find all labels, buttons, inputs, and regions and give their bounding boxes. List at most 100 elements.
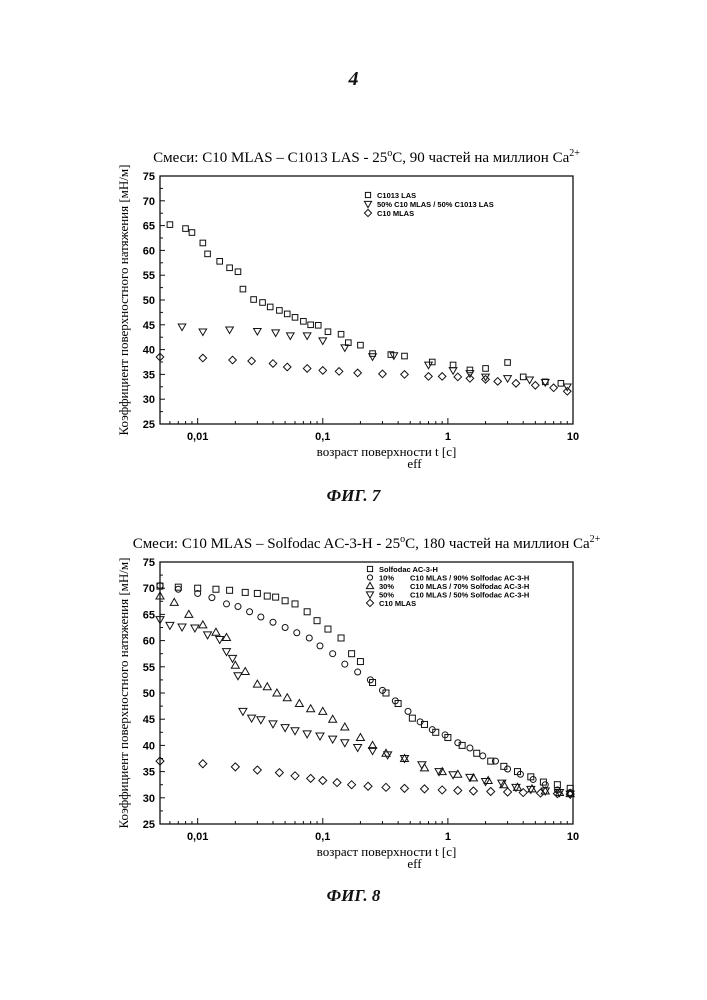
data-point	[226, 327, 234, 334]
data-point	[341, 740, 349, 747]
y-tick-label: 65	[143, 221, 155, 233]
data-point	[349, 651, 355, 657]
data-point	[189, 230, 195, 236]
data-point	[469, 787, 477, 795]
data-point	[307, 774, 315, 782]
figure-7-caption: ФИГ. 7	[0, 486, 707, 506]
x-tick-label: 1	[445, 431, 451, 443]
data-point	[425, 373, 433, 381]
x-tick-label: 0,1	[315, 831, 330, 843]
data-point	[357, 659, 363, 665]
x-tick-label: 1	[445, 831, 451, 843]
data-point	[273, 594, 279, 600]
data-point	[212, 628, 220, 635]
data-point	[283, 363, 291, 371]
data-point	[235, 269, 241, 275]
data-point	[308, 322, 314, 328]
data-point	[401, 784, 409, 792]
title-superscript: 2+	[590, 534, 601, 545]
data-point	[438, 786, 446, 794]
data-point	[251, 297, 257, 303]
data-point	[170, 598, 178, 605]
data-point	[306, 635, 312, 641]
data-point	[505, 360, 511, 366]
legend-label: 50% C10 MLAS / 50% C1013 LAS	[377, 200, 494, 209]
data-point	[348, 781, 356, 789]
data-point	[330, 651, 336, 657]
data-point	[269, 360, 277, 368]
data-point	[402, 353, 408, 359]
x-tick-label: 10	[567, 431, 579, 443]
data-point	[291, 772, 299, 780]
data-point	[526, 377, 534, 384]
data-point	[178, 624, 186, 631]
data-point	[364, 782, 372, 790]
data-point	[269, 721, 277, 728]
data-point	[325, 329, 331, 335]
data-point	[185, 610, 193, 617]
x-tick-label: 10	[567, 831, 579, 843]
data-point	[487, 788, 495, 796]
data-point	[379, 370, 387, 378]
data-point	[303, 365, 311, 373]
series-1	[157, 583, 573, 791]
data-point	[450, 362, 456, 368]
data-point	[217, 259, 223, 265]
data-point	[512, 380, 520, 388]
data-point	[354, 744, 362, 751]
data-point	[263, 683, 271, 690]
data-point	[213, 586, 219, 592]
data-point	[438, 373, 446, 381]
legend-marker	[367, 575, 372, 580]
data-point	[273, 689, 281, 696]
data-point	[229, 356, 237, 364]
data-point	[333, 779, 341, 787]
data-point	[319, 338, 327, 345]
data-point	[356, 734, 364, 741]
title-main: Смеси: C10 MLAS – C1013 LAS - 25	[153, 150, 387, 166]
y-tick-label: 75	[143, 171, 155, 183]
x-tick-label: 0,01	[187, 431, 208, 443]
data-point	[175, 586, 181, 592]
data-point	[454, 786, 462, 794]
series-2	[178, 324, 571, 391]
data-point	[191, 625, 199, 632]
data-point	[227, 265, 233, 271]
data-point	[425, 362, 433, 369]
data-point	[325, 626, 331, 632]
x-tick-label: 0,01	[187, 831, 208, 843]
y-tick-label: 45	[143, 320, 155, 332]
data-point	[329, 715, 337, 722]
data-point	[341, 345, 349, 352]
title-rest: C, 90 частей на миллион Ca	[392, 150, 569, 166]
data-point	[254, 328, 262, 335]
data-point	[466, 375, 474, 383]
data-point	[355, 669, 361, 675]
y-tick-label: 60	[143, 636, 155, 648]
data-point	[316, 733, 324, 740]
title-main: Смеси: C10 MLAS – Solfodac AC-3-H - 25	[133, 536, 400, 552]
data-point	[253, 766, 261, 774]
page-number: 4	[0, 68, 707, 91]
y-tick-label: 25	[143, 419, 155, 431]
data-point	[178, 324, 186, 331]
legend-marker	[366, 599, 373, 606]
series-3	[156, 592, 574, 797]
data-point	[338, 331, 344, 337]
data-point	[420, 785, 428, 793]
patent-page: { "page": { "number": "4" }, "chart_data…	[0, 0, 707, 1000]
x-axis-label: возраст поверхности t [c]	[317, 844, 457, 859]
data-point	[338, 635, 344, 641]
data-point	[401, 371, 409, 379]
data-point	[382, 783, 390, 791]
data-point	[247, 609, 253, 615]
x-axis-label-subscript: eff	[407, 856, 422, 871]
plot-frame	[160, 562, 573, 824]
legend-label: C10 MLAS / 50% Solfodac AC-3-H	[410, 591, 529, 600]
data-point	[284, 311, 290, 317]
data-point	[199, 354, 207, 362]
data-point	[270, 619, 276, 625]
data-point	[275, 769, 283, 777]
chart-title: Смеси: C10 MLAS – Solfodac AC-3-H - 25oC…	[133, 534, 601, 552]
x-tick-label: 0,1	[315, 431, 330, 443]
